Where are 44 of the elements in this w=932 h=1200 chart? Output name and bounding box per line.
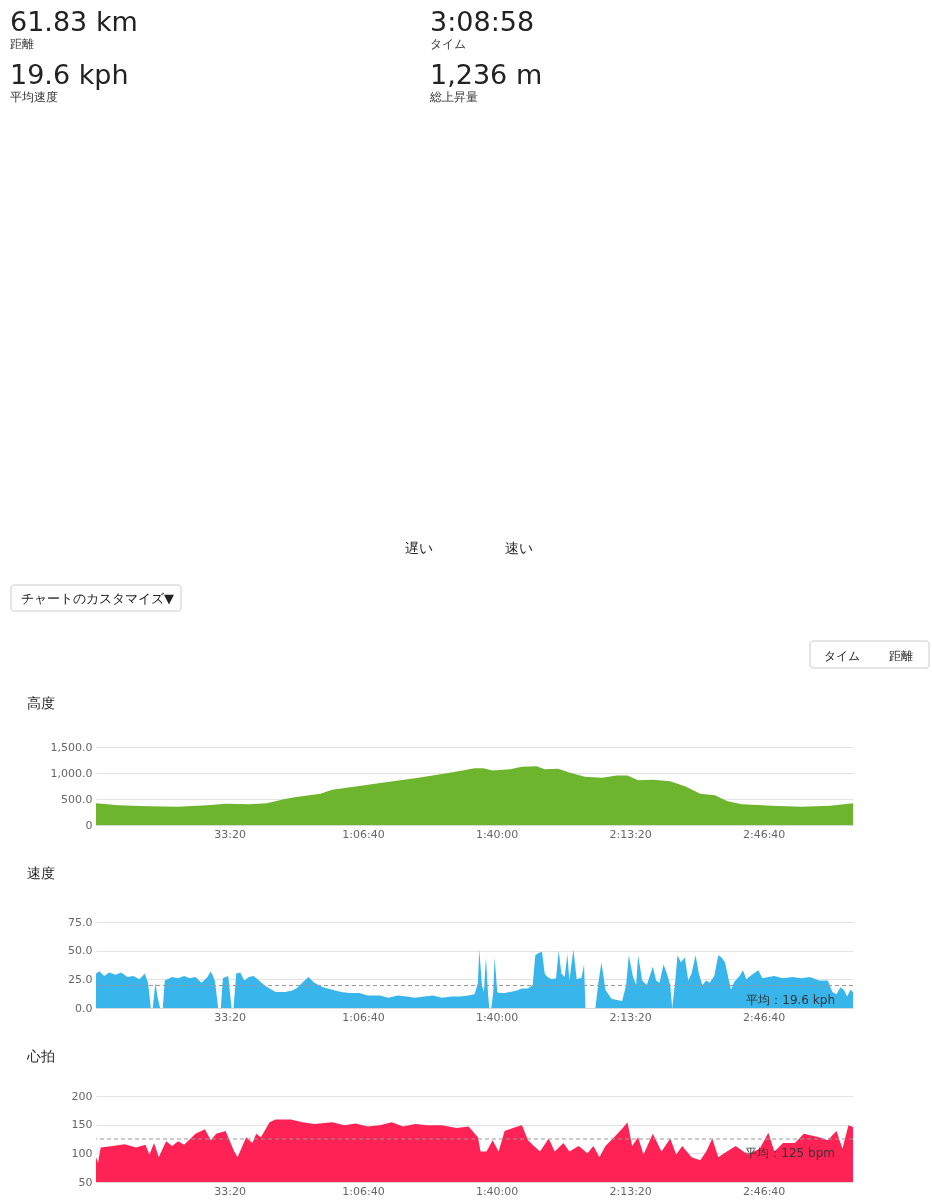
text: 19.6 kph — [10, 59, 129, 90]
text: 総上昇量 — [429, 90, 478, 104]
text: タイム — [430, 37, 466, 51]
y-tick-label: 50.0 — [68, 944, 93, 958]
x-tick-label: 2:46:40 — [742, 827, 786, 841]
text: 遅い — [405, 540, 433, 556]
text: 3:08:58 — [430, 6, 535, 37]
text: 距離 — [889, 649, 913, 663]
x-tick-label: 1:06:40 — [342, 1010, 385, 1024]
y-tick-label: 1,000.0 — [50, 766, 93, 780]
x-tick-label: 1:40:00 — [475, 827, 519, 841]
x-tick-label: 1:06:40 — [342, 1184, 385, 1198]
x-tick-label: 1:06:40 — [342, 827, 385, 841]
text: 平均速度 — [10, 90, 58, 104]
x-tick-label: 33:20 — [214, 1010, 246, 1024]
x-tick-label: 1:40:00 — [475, 1010, 519, 1024]
text: タイム — [824, 649, 860, 663]
y-tick-label: 75.0 — [68, 915, 93, 929]
y-tick-label: 200 — [71, 1089, 93, 1103]
y-tick-label: 0.0 — [75, 1001, 93, 1015]
text: 61.83 km — [10, 6, 138, 37]
x-tick-label: 2:46:40 — [742, 1184, 786, 1198]
x-tick-label: 33:20 — [214, 827, 246, 841]
chart-title: 高度 — [27, 695, 55, 711]
x-tick-label: 2:13:20 — [609, 1184, 652, 1198]
y-tick-label: 150 — [71, 1118, 93, 1132]
y-tick-label: 1,500.0 — [50, 740, 93, 754]
chart-title: 速度 — [27, 865, 55, 881]
text: チャートのカスタマイズ▼ — [21, 591, 174, 606]
chart-title: 心拍 — [26, 1048, 55, 1064]
ref-line-label: 平均：19.6 kph — [746, 992, 835, 1007]
y-tick-label: 0 — [85, 818, 93, 832]
text: 1,236 m — [430, 59, 543, 90]
y-tick-label: 25.0 — [68, 972, 93, 986]
x-tick-label: 33:20 — [214, 1184, 246, 1198]
x-tick-label: 2:13:20 — [609, 1010, 652, 1024]
x-tick-label: 2:13:20 — [609, 827, 652, 841]
x-tick-label: 2:46:40 — [742, 1010, 786, 1024]
y-tick-label: 100 — [71, 1146, 93, 1160]
text: 速い — [505, 540, 533, 556]
y-tick-label: 50 — [78, 1175, 93, 1189]
y-tick-label: 500.0 — [61, 792, 93, 806]
x-tick-label: 1:40:00 — [475, 1184, 519, 1198]
text: 距離 — [10, 37, 34, 51]
